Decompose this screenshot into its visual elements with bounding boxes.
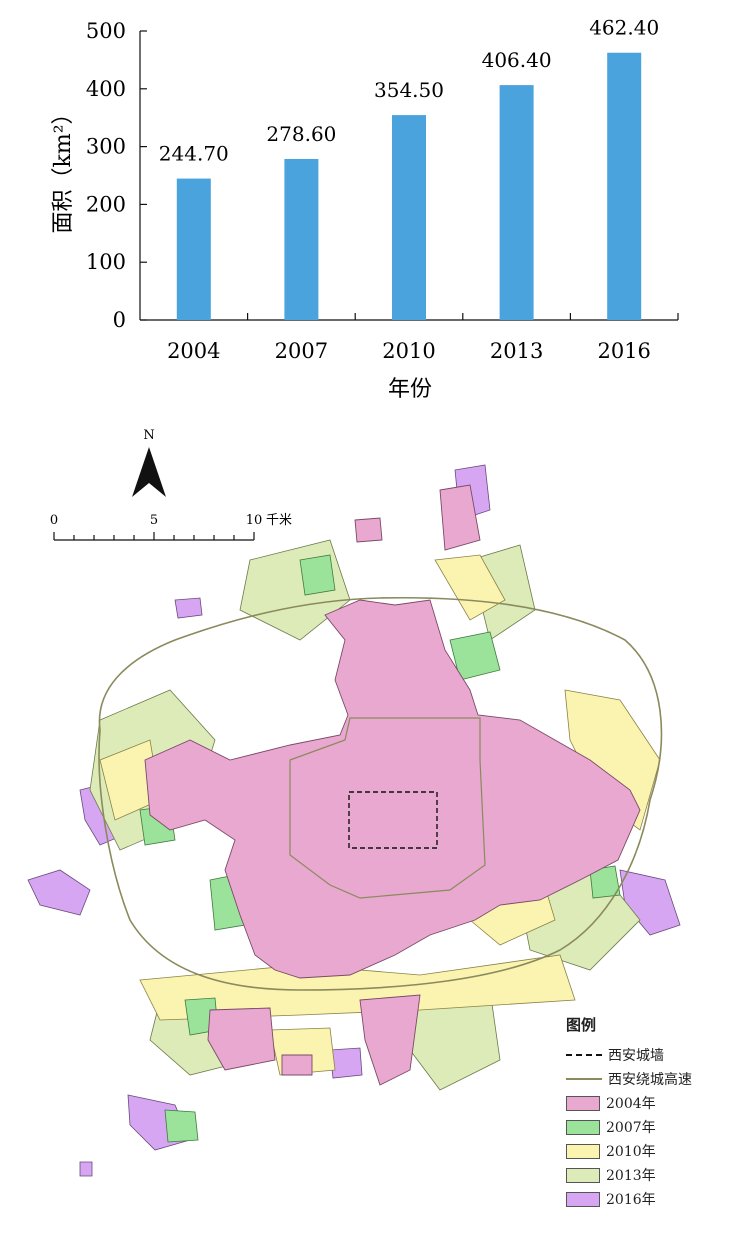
north-label: N: [143, 428, 154, 443]
legend-swatch: [566, 1119, 600, 1135]
north-arrow-icon: [132, 447, 166, 497]
y-tick-label: 300: [86, 135, 126, 159]
north-arrow: N: [132, 428, 166, 497]
inner-ring-road: [289, 717, 486, 899]
x-tick-label: 2004: [167, 339, 220, 363]
legend-item-ring-expressway: 西安绕城高速: [566, 1067, 692, 1091]
scale-unit: 千米: [266, 513, 292, 528]
scale-bar: 0 5 10 千米: [50, 513, 292, 541]
bar-value-label: 406.40: [482, 48, 552, 72]
bar-value-label: 278.60: [266, 122, 336, 146]
y-tick-label: 0: [113, 308, 126, 332]
y-tick-label: 500: [86, 19, 126, 43]
map-legend: 图例 西安城墙 西安绕城高速 2004年 2007年 2010年 2013年 2…: [566, 1014, 692, 1211]
x-axis-label: 年份: [388, 377, 432, 402]
legend-solid-line-icon: [566, 1078, 602, 1080]
bar-value-label: 244.70: [159, 142, 229, 166]
legend-item-2013: 2013年: [566, 1163, 692, 1187]
bar-value-label: 462.40: [589, 16, 659, 40]
y-axis: 0 100 200 300 400 500: [86, 19, 147, 332]
legend-item-2007: 2007年: [566, 1115, 692, 1139]
bar-chart: 0 100 200 300 400 500 2004 2007 2010 2013 2016 24…: [51, 16, 679, 402]
legend-item-city-wall: 西安城墙: [566, 1043, 692, 1067]
bar: [392, 115, 426, 320]
y-tick-label: 100: [86, 250, 126, 274]
bar: [284, 158, 319, 320]
legend-item-2016: 2016年: [566, 1187, 692, 1211]
legend-item-2010: 2010年: [566, 1139, 692, 1163]
legend-swatch: [566, 1143, 600, 1159]
x-axis: 2004 2007 2010 2013 2016: [140, 313, 679, 363]
map-patches-2004: [144, 484, 641, 1086]
legend-label: 2010年: [606, 1144, 656, 1160]
y-axis-label: 面积（km²）: [51, 102, 76, 233]
bar: [499, 85, 534, 320]
legend-dashed-line-icon: [566, 1054, 602, 1056]
urban-expansion-map: [27, 464, 681, 1177]
scale-label-5: 5: [150, 513, 158, 528]
bar-value-label: 354.50: [374, 78, 444, 102]
scale-label-0: 0: [50, 513, 58, 528]
legend-title: 图例: [566, 1016, 597, 1034]
legend-swatch: [566, 1167, 600, 1183]
legend-label: 西安绕城高速: [608, 1072, 692, 1088]
legend-label: 西安城墙: [608, 1048, 664, 1064]
bar-series: 244.70 278.60 354.50 406.40 462.40: [159, 16, 659, 321]
ring-expressway: [98, 596, 663, 991]
x-tick-label: 2010: [382, 339, 435, 363]
legend-label: 2007年: [606, 1120, 656, 1136]
x-tick-label: 2016: [597, 339, 650, 363]
x-tick-label: 2007: [275, 339, 328, 363]
legend-label: 2016年: [606, 1192, 656, 1208]
bar: [176, 178, 211, 320]
y-tick-label: 400: [86, 77, 126, 101]
x-tick-label: 2013: [490, 339, 543, 363]
legend-swatch: [566, 1191, 600, 1207]
map-patches-2007: [139, 554, 621, 1143]
scale-bar-line: [53, 532, 255, 541]
bar: [607, 52, 642, 321]
legend-item-2004: 2004年: [566, 1091, 692, 1115]
city-wall: [348, 791, 438, 849]
scale-label-10: 10: [246, 513, 263, 528]
legend-swatch: [566, 1095, 600, 1111]
legend-label: 2013年: [606, 1168, 656, 1184]
legend-label: 2004年: [606, 1096, 656, 1112]
y-tick-label: 200: [86, 192, 126, 216]
